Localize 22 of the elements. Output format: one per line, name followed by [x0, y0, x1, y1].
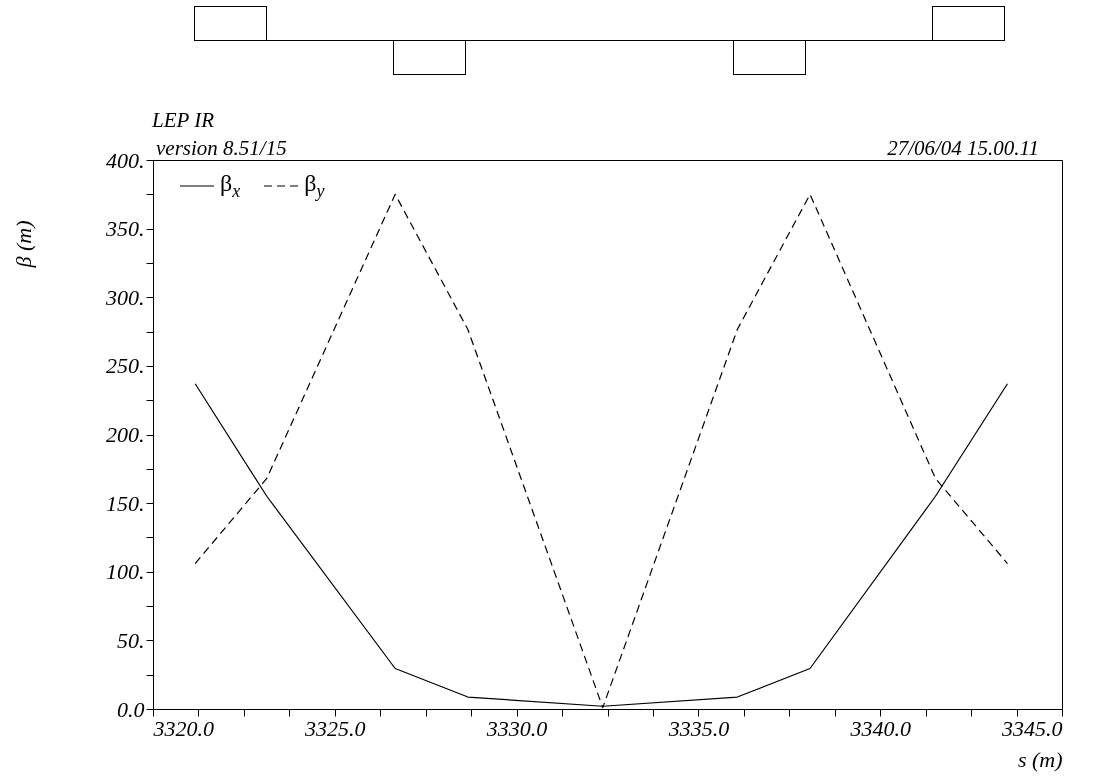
x-tick-label: 3340.0	[849, 715, 911, 741]
y-tick-label: 150.	[106, 490, 145, 516]
legend-label: β$_{x}$	[220, 170, 241, 202]
y-tick-label: 0.0	[117, 696, 145, 722]
y-tick-label: 300.	[105, 284, 145, 310]
y-tick-label: 100.	[106, 559, 145, 585]
y-tick-label: 250.	[106, 353, 145, 379]
y-tick-label: 50.	[117, 627, 145, 653]
chart-title: LEP IR	[152, 108, 215, 133]
x-tick-label: 3320.0	[152, 715, 214, 741]
x-tick-label: 3330.0	[485, 715, 548, 741]
chart-subtitle: version 8.51/15	[156, 136, 287, 161]
x-axis-title: s (m)	[1017, 746, 1063, 772]
y-tick-label: 400.	[106, 147, 145, 173]
x-tick-label: 3335.0	[667, 715, 730, 741]
x-tick-label: 3345.0	[1001, 715, 1063, 741]
y-tick-label: 350.	[105, 216, 145, 242]
text: 27/06/04 15.00.11	[887, 136, 1039, 161]
y-tick-label: 200.	[106, 422, 145, 447]
x-tick-label: 3325.0	[304, 715, 366, 741]
y-axis-title: β (m)	[10, 220, 36, 269]
legend-label: β$_{y}$	[304, 170, 325, 202]
